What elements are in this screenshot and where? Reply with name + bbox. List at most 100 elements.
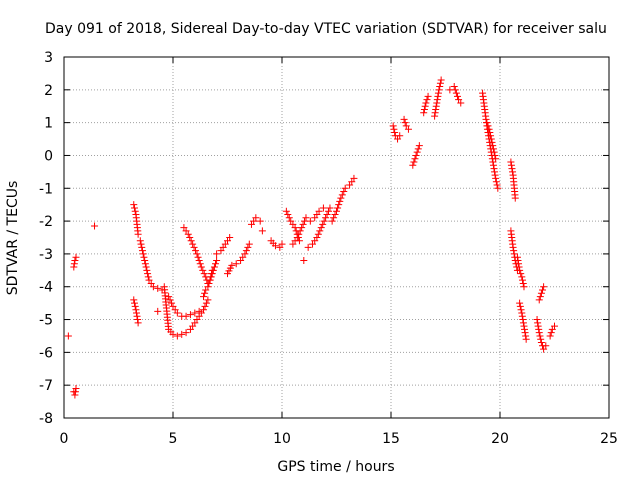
data-point [131,207,139,215]
data-point [341,184,349,192]
data-point [195,307,203,315]
data-point [208,270,216,278]
data-point [313,234,321,241]
data-point [317,224,325,232]
data-point [186,311,194,319]
data-point [134,319,142,327]
data-point [546,332,554,340]
data-point [70,263,78,271]
x-tick-label: 15 [382,431,400,447]
data-point [137,240,145,248]
data-point [325,207,333,215]
data-point [131,302,139,310]
x-tick-label: 0 [60,431,69,447]
data-point [423,96,431,104]
data-point [134,230,142,238]
data-point [193,250,201,258]
data-point [323,211,331,219]
y-axis-label: SDTVAR / TECUs [5,181,21,296]
data-point [513,253,521,261]
data-point [517,306,525,314]
data-point [540,283,548,291]
data-point [534,319,542,327]
data-point [130,201,138,209]
data-point [537,335,545,343]
data-point [187,237,195,245]
data-point [411,155,419,163]
chart-title: Day 091 of 2018, Sidereal Day-to-day VTE… [45,21,607,37]
data-point [166,296,174,304]
data-point [326,204,334,212]
data-point [534,322,542,330]
data-point [521,329,529,337]
data-point [252,214,260,222]
data-point [519,316,527,324]
data-point [271,242,279,250]
data-point [492,174,500,182]
data-point [319,220,327,228]
data-point [284,211,292,219]
data-point [330,214,338,222]
data-point [196,260,204,268]
data-point [194,253,202,261]
data-point [487,135,495,143]
data-point [533,316,541,324]
data-point [228,261,236,269]
data-point [491,171,499,179]
data-point [486,128,494,136]
data-point [431,109,439,117]
data-point [489,142,497,150]
x-axis: 0 5 10 15 20 25 [60,57,618,447]
data-point [510,247,518,255]
data-point [338,191,346,199]
data-point [420,106,428,114]
data-point [518,309,526,317]
y-tick-label: -2 [39,214,53,230]
data-point [422,99,430,107]
data-point [489,145,497,153]
data-point [547,329,555,337]
data-point [204,283,212,291]
data-point [200,270,208,278]
data-point [508,165,516,173]
x-tick-label: 10 [273,431,291,447]
data-point [197,263,205,271]
data-point [436,83,444,91]
data-point [434,92,442,100]
data-point [489,161,497,169]
x-axis-label: GPS time / hours [277,459,394,475]
data-point [450,83,458,91]
data-point [140,253,148,261]
data-point [483,119,491,127]
data-point [190,243,198,251]
data-point [542,342,550,350]
data-point [139,250,147,258]
data-point [401,119,409,127]
data-point [518,273,526,281]
data-point [519,276,527,284]
data-point [72,384,80,392]
data-point [319,204,327,212]
grid [64,57,609,418]
data-point [130,296,138,304]
data-point [490,165,498,173]
data-point [141,256,149,264]
data-point [208,266,216,274]
data-point [136,237,144,245]
data-point [493,181,501,189]
data-point [291,224,299,232]
data-point [509,243,517,251]
data-point [212,260,220,268]
data-point [195,256,203,264]
data-point [340,188,348,196]
data-point [511,194,519,202]
data-point [507,161,515,169]
data-point [182,312,190,320]
data-point [337,194,345,202]
data-point [144,270,152,278]
data-point [488,138,496,146]
y-tick-label: 2 [44,83,53,99]
y-tick-label: -8 [39,411,53,427]
data-point [537,339,545,347]
